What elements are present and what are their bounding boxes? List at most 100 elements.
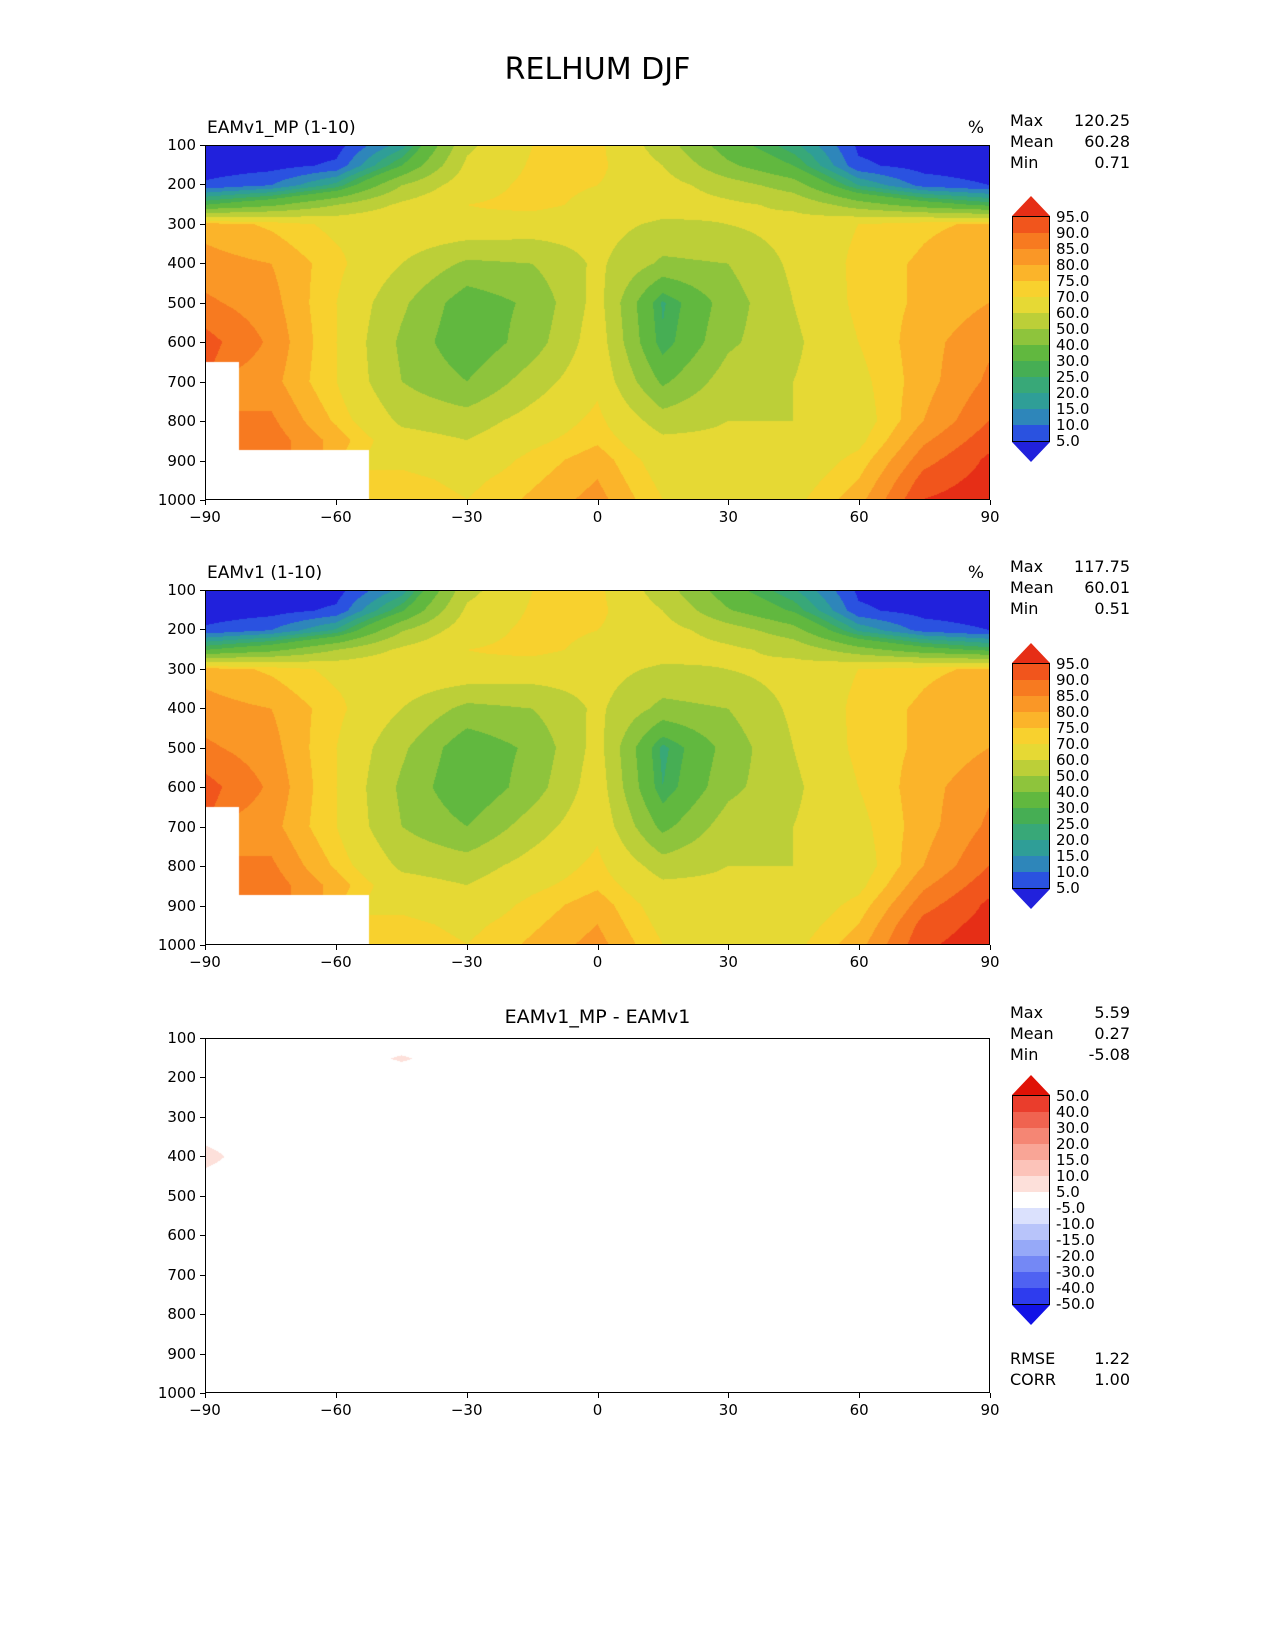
y-tick-mark	[200, 787, 205, 789]
colorbar-tick-label: 40.0	[1056, 336, 1090, 354]
colorbar-segment	[1013, 425, 1049, 441]
colorbar-segment	[1013, 217, 1049, 233]
y-tick-label: 400	[167, 254, 196, 273]
colorbar-tick-label: 50.0	[1056, 1087, 1090, 1105]
colorbar-tick-label: -15.0	[1056, 1231, 1095, 1249]
panel1-stats: Max 120.25 Mean 60.28 Min 0.71	[1010, 110, 1130, 173]
y-tick-label: 600	[167, 333, 196, 352]
panel3-title: EAMv1_MP - EAMv1	[504, 1006, 691, 1028]
colorbar-segment	[1013, 744, 1049, 760]
colorbar-segment	[1013, 808, 1049, 824]
x-tick-mark	[728, 945, 730, 950]
colorbar-segment	[1013, 824, 1049, 840]
y-tick-mark	[200, 500, 205, 501]
colorbar-segment	[1013, 297, 1049, 313]
colorbar-tick-label: 95.0	[1056, 655, 1090, 673]
colorbar-eamv1: 95.0 90.0 85.0 80.0 75.0 70.0 60.0 50.0 40.0 30.0…	[1012, 643, 1089, 909]
x-tick-label: −60	[320, 1401, 352, 1419]
colorbar-segment	[1013, 361, 1049, 377]
panel-diff: EAMv1_MP - EAMv1 −90 −60 −30 0 30 60 90 100 200 3…	[158, 1006, 1000, 1419]
colorbar-tick-label: 30.0	[1056, 352, 1090, 370]
stat-value: 0.51	[1094, 599, 1130, 618]
colorbar-tick-label: 20.0	[1056, 831, 1090, 849]
colorbar-segment	[1013, 1256, 1049, 1272]
y-tick-mark	[200, 1274, 205, 1276]
colorbar-segment	[1013, 249, 1049, 265]
y-tick-mark	[200, 1195, 205, 1197]
stat-value: 0.27	[1094, 1024, 1130, 1043]
x-tick-label: 90	[980, 953, 1000, 971]
x-tick-mark	[990, 500, 991, 505]
x-tick-mark	[859, 500, 861, 505]
colorbar-segment	[1013, 1160, 1049, 1176]
colorbar-over-arrow	[1012, 643, 1050, 663]
colorbar-under-arrow	[1012, 442, 1050, 462]
y-tick-label: 600	[167, 1226, 196, 1245]
y-tick-mark	[200, 342, 205, 344]
colorbar-segment	[1013, 792, 1049, 808]
x-tick-mark	[990, 945, 991, 950]
x-tick-label: 90	[980, 508, 1000, 526]
y-tick-label: 100	[167, 136, 196, 154]
y-tick-mark	[200, 866, 205, 868]
y-tick-label: 300	[167, 659, 196, 678]
colorbar-tick-label: -10.0	[1056, 1215, 1095, 1233]
x-tick-mark	[728, 1393, 730, 1398]
x-tick-label: −90	[189, 508, 221, 526]
contour-canvas-eamv1-mp	[206, 146, 989, 499]
x-tick-label: 30	[718, 953, 738, 971]
colorbar-segment	[1013, 1272, 1049, 1288]
colorbar-tick-label: 50.0	[1056, 320, 1090, 338]
colorbar-segment	[1013, 1240, 1049, 1256]
colorbar-tick-label: 60.0	[1056, 751, 1090, 769]
x-tick-label: −30	[450, 953, 483, 971]
panel2-title: EAMv1 (1-10)	[207, 563, 323, 583]
y-tick-mark	[200, 184, 205, 186]
y-tick-mark	[200, 708, 205, 710]
stat-label: Mean	[1010, 132, 1054, 151]
panel1-title: EAMv1_MP (1-10)	[207, 118, 356, 138]
y-tick-label: 800	[167, 857, 196, 876]
y-tick-mark	[200, 590, 205, 591]
colorbar-segment	[1013, 696, 1049, 712]
stat-label: Min	[1010, 599, 1039, 618]
y-tick-label: 400	[167, 699, 196, 718]
metric-value: 1.22	[1094, 1349, 1130, 1368]
y-tick-label: 1000	[157, 936, 196, 954]
colorbar-segment	[1013, 1288, 1049, 1304]
x-tick-label: 60	[849, 508, 869, 526]
y-tick-mark	[200, 1116, 205, 1118]
panel-eamv1-mp: EAMv1_MP (1-10) % −90 −60 −30 0 30 60 90 100 200…	[158, 118, 1000, 526]
panel3-plot-area	[205, 1038, 990, 1393]
y-tick-label: 700	[167, 817, 196, 836]
y-tick-label: 700	[167, 372, 196, 391]
y-tick-mark	[200, 145, 205, 146]
y-tick-mark	[200, 460, 205, 462]
stat-label: Min	[1010, 1045, 1039, 1064]
x-tick-label: 60	[849, 953, 869, 971]
colorbar-tick-label: -30.0	[1056, 1263, 1095, 1281]
x-tick-mark	[597, 1393, 599, 1398]
colorbar-segment	[1013, 856, 1049, 872]
colorbar-tick-label: 25.0	[1056, 815, 1090, 833]
x-tick-mark	[466, 1393, 468, 1398]
y-tick-mark	[200, 826, 205, 828]
colorbar-tick-label: 15.0	[1056, 847, 1090, 865]
x-tick-label: −30	[450, 1401, 483, 1419]
contour-canvas-eamv1	[206, 591, 989, 944]
y-tick-label: 300	[167, 1107, 196, 1126]
colorbar-under-arrow	[1012, 1305, 1050, 1325]
y-tick-mark	[200, 1077, 205, 1079]
colorbar-segment	[1013, 345, 1049, 361]
colorbar-under-arrow	[1012, 889, 1050, 909]
colorbar-segment	[1013, 329, 1049, 345]
colorbar-segment	[1013, 1096, 1049, 1112]
colorbar-tick-label: 15.0	[1056, 400, 1090, 418]
stat-value: 117.75	[1074, 557, 1130, 576]
y-tick-mark	[200, 1353, 205, 1355]
y-tick-mark	[200, 668, 205, 670]
y-tick-mark	[200, 1156, 205, 1158]
colorbar-segment	[1013, 233, 1049, 249]
colorbar-tick-label: 5.0	[1056, 1183, 1080, 1201]
stat-label: Max	[1010, 111, 1044, 130]
